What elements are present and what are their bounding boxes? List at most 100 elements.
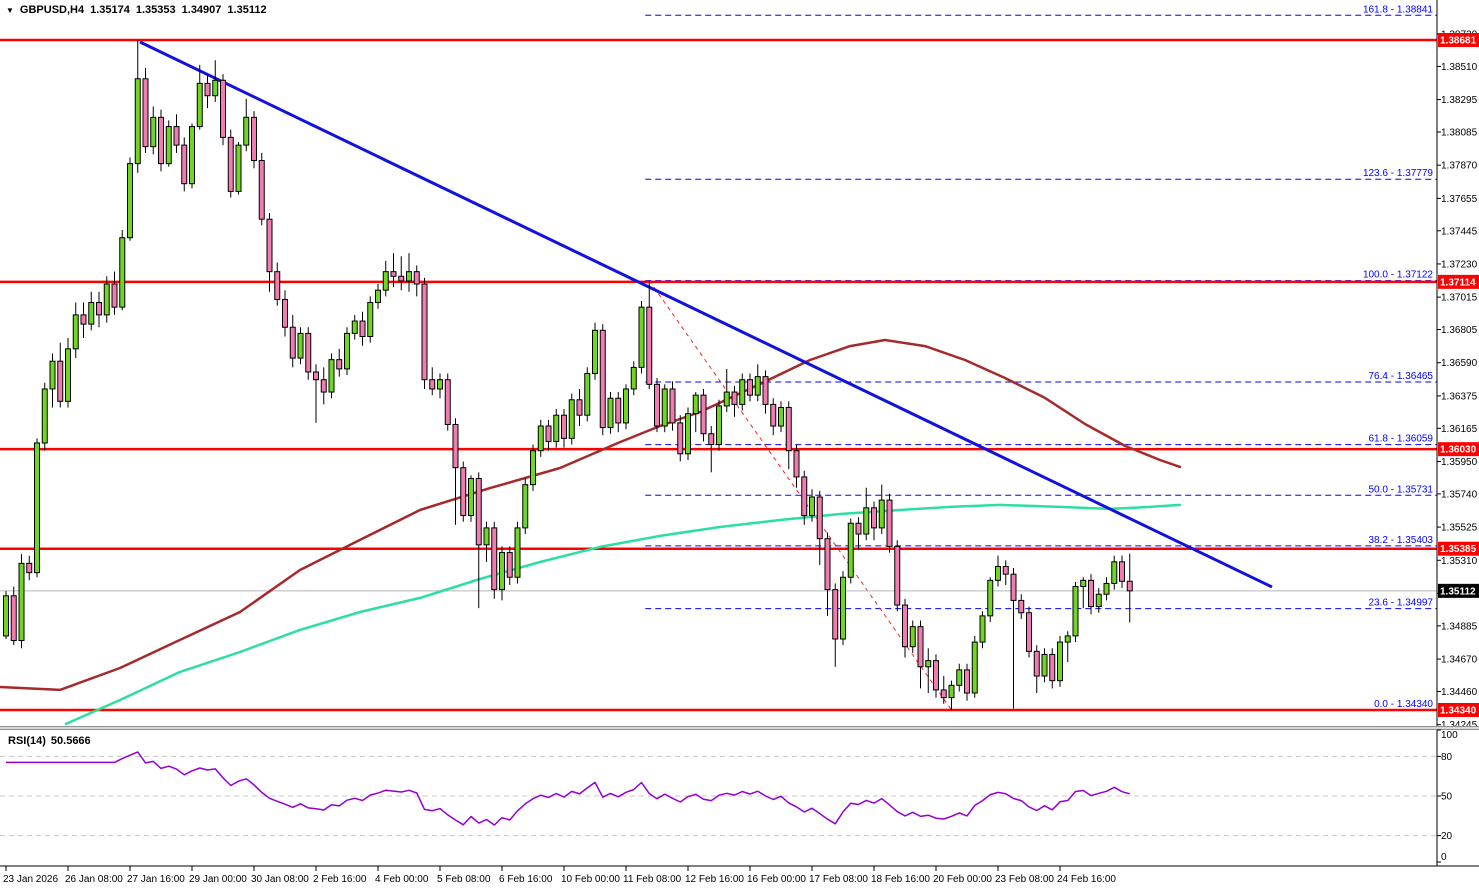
- horizontal-price-lines[interactable]: [0, 38, 1437, 712]
- candlestick: [863, 507, 870, 535]
- svg-text:76.4 - 1.36465: 76.4 - 1.36465: [1369, 371, 1434, 382]
- candlestick: [545, 425, 552, 442]
- candlestick: [971, 641, 978, 694]
- svg-text:1.35525: 1.35525: [1441, 523, 1478, 534]
- ma-fast-line[interactable]: [64, 503, 1182, 726]
- svg-text:1.36030: 1.36030: [1440, 445, 1477, 456]
- candlestick: [243, 116, 250, 146]
- candlestick: [1010, 573, 1017, 601]
- candlestick: [282, 298, 288, 328]
- svg-text:1.37445: 1.37445: [1441, 226, 1478, 237]
- candlestick: [320, 379, 327, 393]
- candlestick: [34, 442, 40, 574]
- candlestick: [127, 163, 133, 239]
- candlestick: [398, 275, 405, 282]
- svg-text:1.37015: 1.37015: [1441, 293, 1478, 304]
- svg-text:1.36375: 1.36375: [1441, 391, 1478, 402]
- svg-text:23 Feb 08:00: 23 Feb 08:00: [995, 874, 1054, 885]
- candlestick: [654, 383, 660, 427]
- svg-text:20: 20: [1441, 831, 1453, 842]
- candlestick: [979, 615, 986, 643]
- candlestick: [204, 82, 211, 97]
- svg-text:38.2 - 1.35403: 38.2 - 1.35403: [1369, 535, 1434, 546]
- candlestick: [646, 306, 653, 385]
- candlestick: [506, 552, 513, 578]
- candlestick: [902, 604, 908, 648]
- svg-text:1.35950: 1.35950: [1441, 457, 1478, 468]
- candlestick: [251, 116, 257, 162]
- candlestick: [72, 314, 79, 350]
- candlestick: [522, 484, 529, 529]
- ohlc-close: 1.35112: [227, 4, 267, 16]
- candlestick: [1033, 650, 1040, 677]
- time-axis[interactable]: 23 Jan 2026 26 Jan 08:00 27 Jan 16:00 29 Ja…: [0, 865, 1479, 885]
- candlestick: [1072, 586, 1079, 637]
- candlestick: [770, 403, 777, 427]
- candlestick: [181, 144, 188, 185]
- candlestick: [925, 660, 932, 668]
- candlestick: [483, 527, 490, 546]
- candlestick: [576, 399, 583, 416]
- svg-text:16 Feb 00:00: 16 Feb 00:00: [747, 874, 806, 885]
- svg-text:1.38295: 1.38295: [1441, 95, 1478, 106]
- candlestick: [258, 160, 265, 220]
- candlestick: [57, 360, 64, 402]
- svg-text:1.36590: 1.36590: [1441, 358, 1478, 369]
- candlestick: [816, 496, 823, 540]
- price-tag: [1438, 33, 1479, 47]
- candlestick: [847, 522, 854, 578]
- price-axis[interactable]: 1.387201.385101.382951.380851.378701.376…: [1436, 0, 1479, 866]
- candlestick: [390, 271, 397, 277]
- candlestick: [375, 289, 381, 304]
- candlestick: [995, 565, 1001, 581]
- svg-text:1.35310: 1.35310: [1441, 556, 1478, 567]
- candlestick: [80, 314, 87, 325]
- price-tag: [1438, 442, 1479, 457]
- svg-text:17 Feb 08:00: 17 Feb 08:00: [809, 874, 868, 885]
- candlestick: [708, 433, 715, 446]
- candlestick: [716, 405, 722, 446]
- candlestick: [607, 397, 614, 429]
- candlestick: [220, 79, 226, 138]
- candlestick: [840, 576, 846, 640]
- candlestick: [871, 507, 877, 529]
- svg-text:0: 0: [1441, 852, 1447, 863]
- candlestick: [328, 359, 335, 393]
- candlestick: [1018, 599, 1025, 614]
- candles-layer: [3, 40, 1133, 710]
- candlestick: [514, 527, 521, 578]
- svg-text:1.38085: 1.38085: [1441, 127, 1478, 138]
- ma-slow-line[interactable]: [0, 338, 1182, 692]
- candlestick: [762, 376, 769, 405]
- candlestick: [964, 669, 970, 694]
- panel-divider[interactable]: [0, 726, 1479, 731]
- candlestick: [150, 116, 157, 148]
- candlestick: [909, 626, 916, 648]
- price-tag: [1438, 583, 1479, 598]
- symbol-dropdown-icon[interactable]: ▼: [6, 5, 14, 15]
- candlestick: [1049, 653, 1056, 682]
- candlestick: [18, 562, 25, 642]
- svg-text:1.36165: 1.36165: [1441, 424, 1478, 435]
- candlestick: [196, 82, 203, 128]
- candlestick: [452, 423, 459, 469]
- svg-text:11 Feb 08:00: 11 Feb 08:00: [623, 874, 682, 885]
- svg-text:1.34885: 1.34885: [1441, 621, 1478, 632]
- ohlc-high: 1.35353: [135, 4, 176, 16]
- candlestick: [406, 271, 412, 282]
- candlestick: [26, 562, 33, 574]
- candlestick: [444, 379, 451, 425]
- candlestick: [189, 126, 195, 185]
- svg-text:1.34245: 1.34245: [1441, 720, 1478, 731]
- candlestick: [561, 414, 567, 439]
- candlestick: [429, 379, 436, 390]
- candlestick: [96, 302, 102, 316]
- trendline[interactable]: [139, 40, 1273, 589]
- candlestick: [266, 218, 273, 273]
- candlestick: [739, 379, 746, 405]
- candlestick: [537, 425, 544, 452]
- ohlc-open: 1.35174: [90, 4, 130, 16]
- candlestick: [754, 376, 761, 396]
- svg-text:29 Jan 00:00: 29 Jan 00:00: [189, 874, 247, 885]
